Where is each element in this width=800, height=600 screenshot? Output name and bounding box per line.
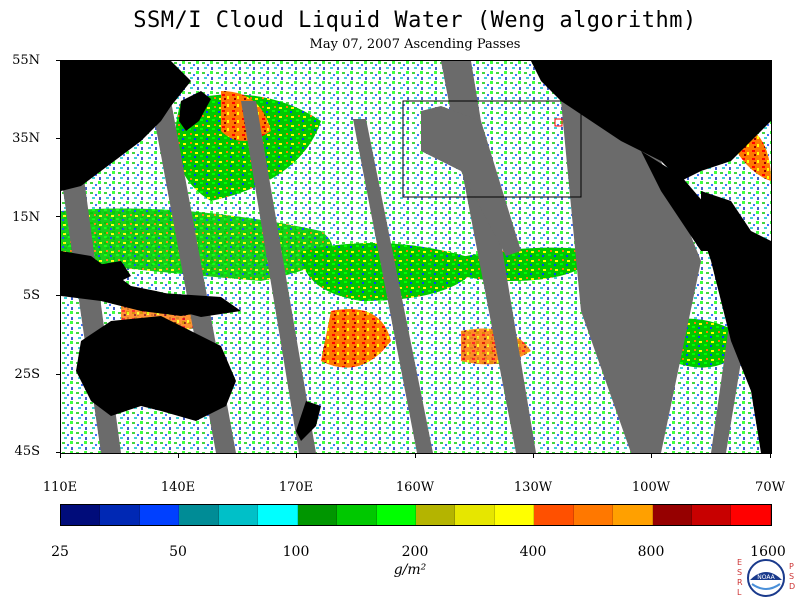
colorbar-swatch [61, 505, 101, 525]
lat-label-35n: 35N [12, 131, 40, 146]
colorbar-swatch [494, 505, 535, 525]
lat-tick [56, 138, 60, 139]
colorbar-swatch [139, 505, 180, 525]
lon-label-70w: 70W [755, 480, 785, 495]
lat-tick [56, 452, 60, 453]
map-title: SSM/I Cloud Liquid Water (Weng algorithm… [133, 8, 697, 33]
lat-label-55n: 55N [12, 53, 40, 68]
lat-label-5s: 5S [22, 288, 40, 303]
colorbar-label-800: 800 [637, 544, 665, 560]
region-highlight-box [402, 100, 582, 198]
colorbar-swatch [455, 505, 495, 525]
lon-tick [415, 453, 416, 458]
colorbar-label-400: 400 [519, 544, 547, 560]
new-zealand-land [296, 401, 321, 441]
noaa-text: NOAA [757, 574, 775, 581]
colorbar-swatch [573, 505, 614, 525]
map-subtitle: May 07, 2007 Ascending Passes [309, 37, 521, 52]
location-marker [554, 118, 563, 127]
lon-tick [770, 453, 771, 458]
colorbar-label-50: 50 [169, 544, 187, 560]
japan-land [179, 91, 211, 131]
no-data-swaths [61, 61, 751, 453]
colorbar-swatch [258, 505, 298, 525]
lat-tick [56, 295, 60, 296]
map-svg [61, 61, 771, 453]
australia-land [76, 316, 236, 421]
lon-label-160w: 160W [395, 480, 435, 495]
mexico-land [641, 151, 721, 251]
colorbar-swatch [415, 505, 456, 525]
colorbar-swatch [731, 505, 771, 525]
land-masses [61, 61, 771, 453]
colorbar-label-100: 100 [282, 544, 310, 560]
colorbar [60, 504, 772, 526]
noaa-emblem-icon: NOAA [747, 559, 785, 597]
north-america-land [531, 61, 771, 181]
lon-tick [178, 453, 179, 458]
borneo-land [91, 261, 131, 286]
colorbar-swatch [652, 505, 692, 525]
esrl-letters: E S R L [737, 558, 743, 597]
lat-label-45s: 45S [14, 444, 40, 459]
lon-label-130w: 130W [513, 480, 553, 495]
colorbar-label-25: 25 [51, 544, 69, 560]
lon-label-140e: 140E [160, 480, 196, 495]
psd-letters: P S D [789, 562, 796, 591]
south-america-land [701, 191, 771, 453]
lon-label-100w: 100W [631, 480, 671, 495]
lon-tick [651, 453, 652, 458]
noaa-logo: E S R L NOAA P S D [735, 556, 797, 600]
units-label: g/m² [393, 562, 427, 578]
colorbar-swatch [337, 505, 377, 525]
lon-label-170e: 170E [278, 480, 314, 495]
colorbar-swatch [100, 505, 140, 525]
colorbar-swatch [376, 505, 416, 525]
colorbar-swatch [179, 505, 219, 525]
colorbar-label-1600: 1600 [750, 544, 786, 560]
lon-tick [296, 453, 297, 458]
lat-tick [56, 60, 60, 61]
papua-land [161, 293, 241, 317]
lon-tick [60, 453, 61, 458]
lat-tick [56, 374, 60, 375]
lon-tick [533, 453, 534, 458]
colorbar-swatch [692, 505, 732, 525]
colorbar-swatch [297, 505, 338, 525]
colorbar-swatch [218, 505, 259, 525]
lat-tick [56, 216, 60, 217]
lon-label-110e: 110E [42, 480, 78, 495]
map-panel [60, 60, 772, 454]
colorbar-swatch [613, 505, 653, 525]
colorbar-label-200: 200 [401, 544, 429, 560]
lat-label-25s: 25S [14, 367, 40, 382]
lat-label-15n: 15N [12, 210, 40, 225]
asia-land [61, 61, 191, 191]
colorbar-swatch [534, 505, 574, 525]
